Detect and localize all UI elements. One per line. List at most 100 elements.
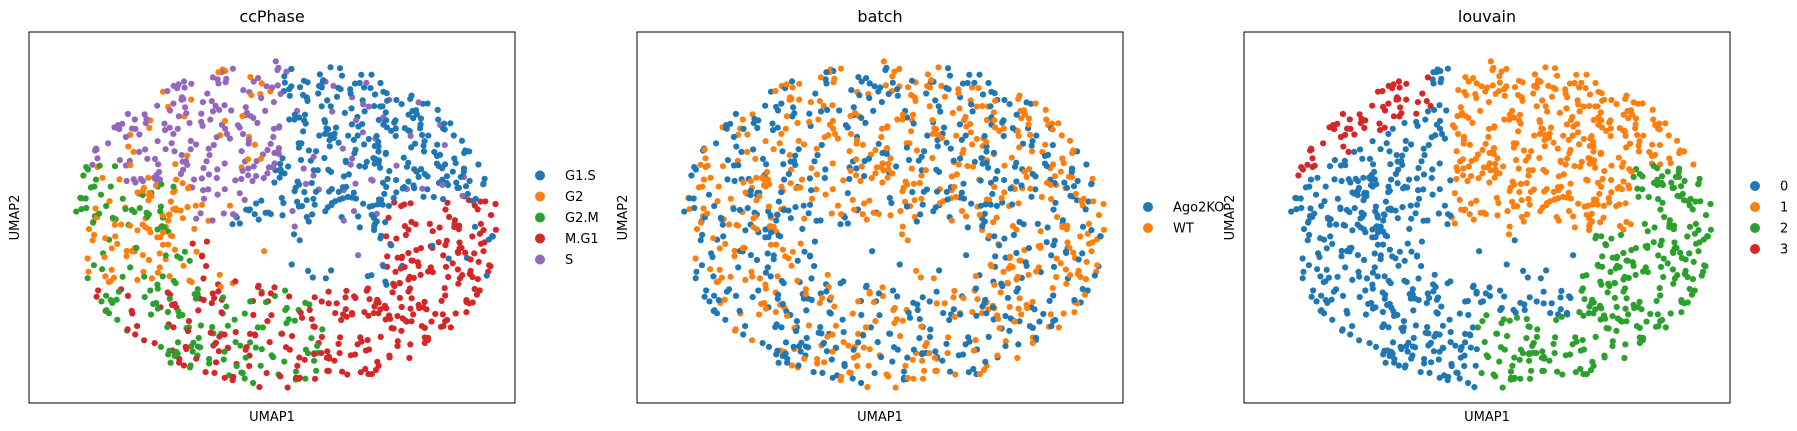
data-point — [130, 148, 137, 155]
data-point — [155, 161, 162, 168]
data-point — [1340, 143, 1347, 150]
data-point — [769, 127, 777, 134]
data-point — [962, 341, 969, 348]
data-point — [910, 346, 918, 353]
data-point — [1080, 195, 1087, 202]
data-point — [245, 137, 252, 144]
data-point — [1497, 344, 1505, 351]
data-point — [1007, 253, 1014, 260]
data-point — [1009, 125, 1016, 132]
data-point — [1564, 155, 1571, 162]
data-point — [808, 165, 815, 172]
data-point — [853, 165, 860, 172]
data-point — [1082, 276, 1089, 283]
data-point — [383, 233, 390, 240]
data-point — [375, 310, 382, 317]
data-point — [1586, 103, 1593, 110]
data-point — [1469, 119, 1476, 126]
data-point — [693, 268, 700, 275]
data-point — [1356, 294, 1363, 301]
data-point — [710, 273, 717, 280]
data-point — [221, 348, 228, 355]
data-point — [308, 179, 315, 187]
data-point — [482, 198, 489, 205]
data-point — [932, 97, 939, 104]
data-point — [270, 99, 277, 106]
data-point — [92, 205, 99, 212]
data-point — [805, 344, 812, 351]
data-point — [919, 294, 926, 301]
data-point — [378, 232, 385, 239]
data-point — [1305, 262, 1312, 269]
data-point — [1043, 162, 1050, 170]
data-point — [1454, 113, 1461, 120]
data-point — [1454, 167, 1461, 174]
data-point — [464, 190, 471, 197]
data-point — [1517, 346, 1524, 353]
data-point — [861, 173, 868, 180]
data-point — [368, 211, 375, 218]
data-point — [313, 148, 320, 155]
data-point — [1033, 268, 1040, 275]
x-axis-label: UMAP1 — [249, 410, 295, 425]
data-point — [187, 362, 194, 369]
data-point — [857, 177, 864, 185]
data-point — [99, 174, 106, 181]
data-point — [318, 350, 325, 357]
data-point — [199, 99, 206, 106]
data-point — [732, 326, 739, 333]
data-point — [1504, 208, 1511, 215]
data-point — [102, 273, 109, 280]
data-point — [707, 266, 714, 273]
data-point — [423, 306, 430, 313]
data-point — [1421, 355, 1428, 363]
data-point — [1651, 151, 1659, 158]
data-point — [910, 299, 917, 306]
data-point — [1622, 132, 1629, 139]
data-point — [885, 166, 892, 173]
data-point — [856, 92, 863, 99]
data-point — [1616, 264, 1623, 271]
data-point — [1382, 359, 1389, 366]
data-point — [147, 287, 154, 294]
data-point — [165, 241, 172, 248]
data-point — [1467, 344, 1474, 351]
data-point — [327, 103, 334, 110]
data-point — [1526, 351, 1533, 358]
data-point — [184, 204, 191, 211]
data-point — [1625, 182, 1632, 189]
data-point — [1334, 195, 1341, 202]
data-point — [859, 141, 867, 148]
data-point — [1516, 111, 1524, 118]
data-point — [383, 117, 390, 124]
data-point — [981, 133, 988, 140]
data-point — [1554, 368, 1561, 375]
data-point — [990, 109, 997, 116]
data-point — [791, 158, 798, 165]
data-point — [316, 82, 323, 90]
data-point — [800, 202, 807, 209]
data-point — [316, 132, 323, 139]
data-point — [1330, 288, 1337, 295]
data-point — [1578, 79, 1585, 86]
data-point — [790, 343, 797, 350]
data-point — [134, 189, 141, 196]
data-point — [831, 75, 838, 82]
data-point — [1052, 316, 1059, 324]
data-point — [194, 291, 201, 298]
data-point — [1431, 106, 1438, 113]
data-point — [1354, 178, 1361, 185]
data-point — [1439, 322, 1446, 329]
data-point — [695, 184, 703, 191]
data-point — [1347, 179, 1354, 186]
data-point — [354, 132, 361, 139]
data-point — [1016, 144, 1023, 151]
data-point — [372, 366, 380, 374]
data-point — [900, 184, 907, 191]
data-point — [1517, 180, 1524, 187]
data-point — [1495, 199, 1502, 207]
data-point — [1372, 208, 1379, 215]
data-point — [1624, 107, 1631, 115]
data-point — [869, 248, 876, 255]
data-point — [889, 358, 896, 365]
